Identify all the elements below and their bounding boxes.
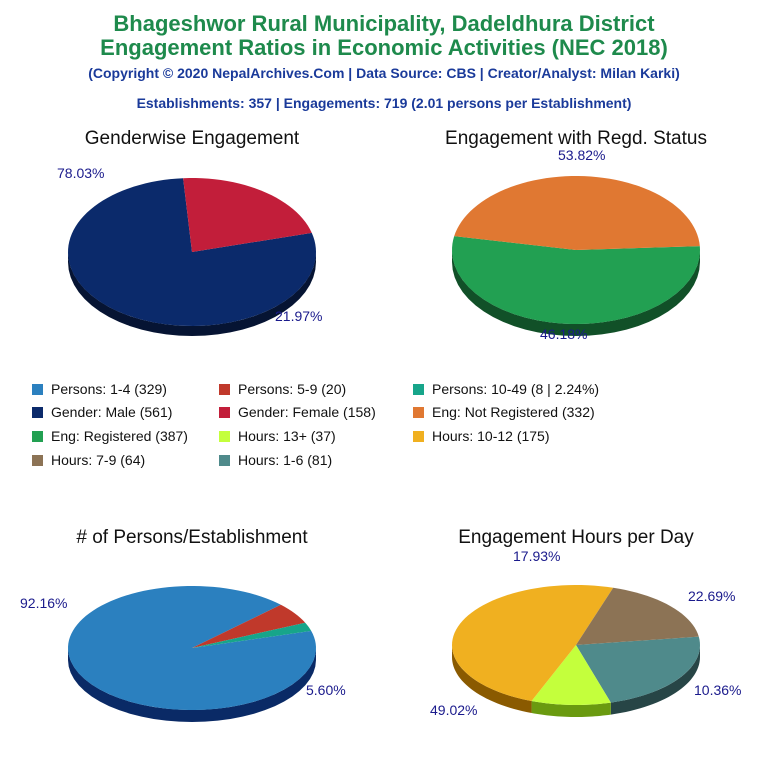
pie-0: [68, 178, 316, 336]
pie-slice-persons-5-9: [192, 604, 306, 648]
legend-swatch: [219, 454, 230, 466]
legend-item: Hours: 10-12 (175): [413, 428, 550, 444]
legend-label: Hours: 1-6 (81): [238, 452, 333, 468]
legend-swatch: [219, 406, 230, 418]
pie-label-eng-registered: 53.82%: [558, 147, 606, 163]
pie-side-hours-13-: [531, 701, 611, 717]
pie-slice-persons-10-49: [192, 622, 312, 648]
legend-item: Persons: 1-4 (329): [32, 381, 167, 397]
pie-slice-hours-1-6: [576, 636, 700, 703]
chart-title-line2: Engagement Ratios in Economic Activities…: [100, 35, 668, 60]
pie-label-gender-male: 78.03%: [57, 165, 105, 181]
pie-side-eng-registered: [452, 250, 700, 336]
legend-item: Persons: 10-49 (8 | 2.24%): [413, 381, 599, 397]
pie-title-regd: Engagement with Regd. Status: [445, 128, 707, 149]
pie-slice-persons-1-4: [68, 586, 316, 710]
legend-item: Hours: 13+ (37): [219, 428, 336, 444]
pie-label-persons-1-4: 92.16%: [20, 595, 68, 611]
pie-3: [452, 585, 700, 717]
pie-label-hours-7-9: 17.93%: [513, 548, 561, 564]
legend-swatch: [32, 406, 43, 418]
legend-label: Hours: 7-9 (64): [51, 452, 146, 468]
legend-swatch: [219, 383, 230, 395]
legend-item: Eng: Not Registered (332): [413, 404, 595, 420]
pie-slice-eng-registered: [452, 236, 700, 324]
pie-slice-gender-male: [68, 178, 316, 326]
legend-item: Gender: Male (561): [32, 404, 172, 420]
legend-swatch: [413, 383, 424, 395]
legend-item: Eng: Registered (387): [32, 428, 188, 444]
pie-side-hours-1-6: [610, 645, 700, 715]
pie-label-eng-not-registered: 46.18%: [540, 326, 588, 342]
pie-label-hours-10-12: 49.02%: [430, 702, 478, 718]
legend-swatch: [32, 383, 43, 395]
copyright-line: (Copyright © 2020 NepalArchives.Com | Da…: [88, 65, 680, 81]
pie-slice-gender-female: [183, 178, 312, 252]
legend-item: Hours: 7-9 (64): [32, 452, 145, 468]
pie-label-gender-female: 21.97%: [275, 308, 323, 324]
pie-label-persons-5-9: 5.60%: [306, 682, 346, 698]
pie-title-hours: Engagement Hours per Day: [458, 527, 694, 548]
pie-slice-hours-10-12: [452, 585, 614, 702]
legend-item: Persons: 5-9 (20): [219, 381, 346, 397]
chart-title-line1: Bhageshwor Rural Municipality, Dadeldhur…: [113, 11, 655, 36]
pie-1: [452, 176, 700, 336]
legend-swatch: [32, 454, 43, 466]
legend-label: Eng: Not Registered (332): [432, 404, 595, 420]
pie-title-persons: # of Persons/Establishment: [76, 527, 308, 548]
legend-label: Eng: Registered (387): [51, 428, 188, 444]
legend-label: Gender: Female (158): [238, 404, 376, 420]
pie-slice-hours-13-: [531, 645, 611, 705]
pie-label-hours-13-: 10.36%: [694, 682, 742, 698]
legend-label: Hours: 10-12 (175): [432, 428, 550, 444]
legend-swatch: [413, 406, 424, 418]
pie-label-hours-1-6: 22.69%: [688, 588, 736, 604]
legend-label: Gender: Male (561): [51, 404, 173, 420]
pie-slice-eng-not-registered: [454, 176, 700, 250]
pie-slice-hours-7-9: [576, 587, 699, 645]
legend-swatch: [32, 430, 43, 442]
legend-swatch: [413, 430, 424, 442]
legend-label: Persons: 1-4 (329): [51, 381, 167, 397]
pie-side-persons-1-4: [68, 648, 316, 722]
legend-label: Persons: 10-49 (8 | 2.24%): [432, 381, 600, 397]
legend-item: Gender: Female (158): [219, 404, 376, 420]
legend-label: Hours: 13+ (37): [238, 428, 336, 444]
legend-item: Hours: 1-6 (81): [219, 452, 332, 468]
pie-title-gender: Genderwise Engagement: [84, 128, 300, 149]
legend-label: Persons: 5-9 (20): [238, 381, 347, 397]
pie-2: [68, 586, 316, 722]
legend-swatch: [219, 430, 230, 442]
pie-side-hours-10-12: [452, 645, 532, 714]
summary-line: Establishments: 357 | Engagements: 719 (…: [136, 95, 632, 111]
